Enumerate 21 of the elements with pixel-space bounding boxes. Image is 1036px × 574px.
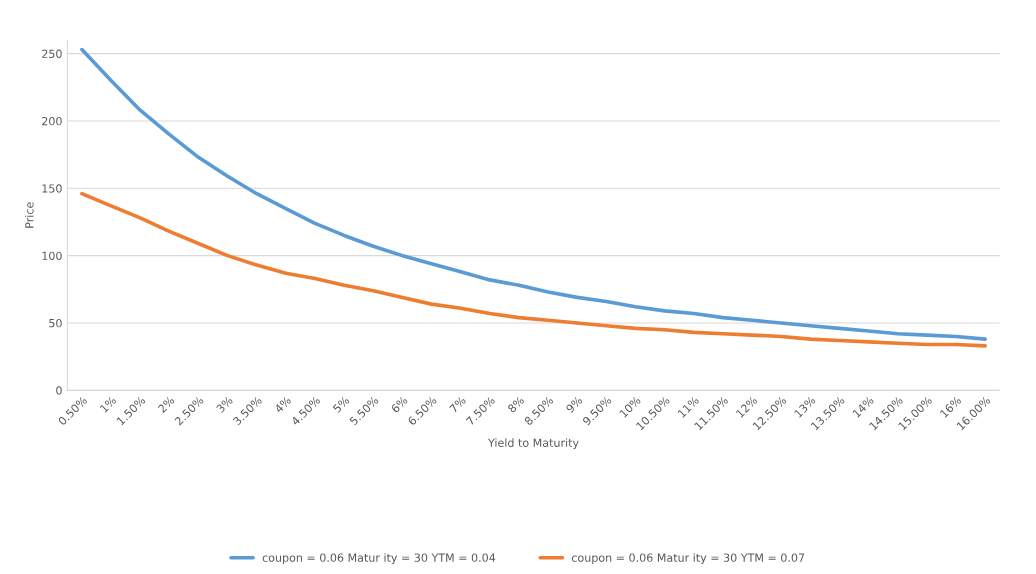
y-tick-label: 200	[42, 116, 62, 126]
y-tick-label: 150	[42, 184, 62, 193]
x-tick-label: 7%	[449, 395, 467, 414]
x-tick-label: 5%	[332, 395, 350, 414]
y-tick-label: 0	[56, 386, 62, 395]
y-tick-label: 50	[49, 318, 62, 328]
x-tick-label: 2%	[157, 395, 175, 414]
x-axis-title: Yield to Maturity	[487, 438, 579, 450]
y-axis-title: Price	[24, 202, 34, 228]
y-tick-label: 250	[42, 49, 62, 59]
legend-label: coupon = 0.06 Matur ity = 30 YTM = 0.04	[262, 553, 496, 564]
x-tick-label: 1%	[99, 395, 117, 413]
line-series	[80, 191, 987, 348]
x-tick-label: 4%	[273, 395, 292, 414]
line-series	[80, 47, 987, 341]
x-tick-label: 8%	[507, 395, 525, 414]
y-tick-label: 100	[42, 251, 62, 261]
x-tick-label: 9%	[565, 395, 583, 414]
x-tick-label: 6%	[390, 395, 409, 414]
legend-label: coupon = 0.06 Matur ity = 30 YTM = 0.07	[571, 553, 805, 564]
x-tick-label: 3%	[215, 395, 234, 414]
